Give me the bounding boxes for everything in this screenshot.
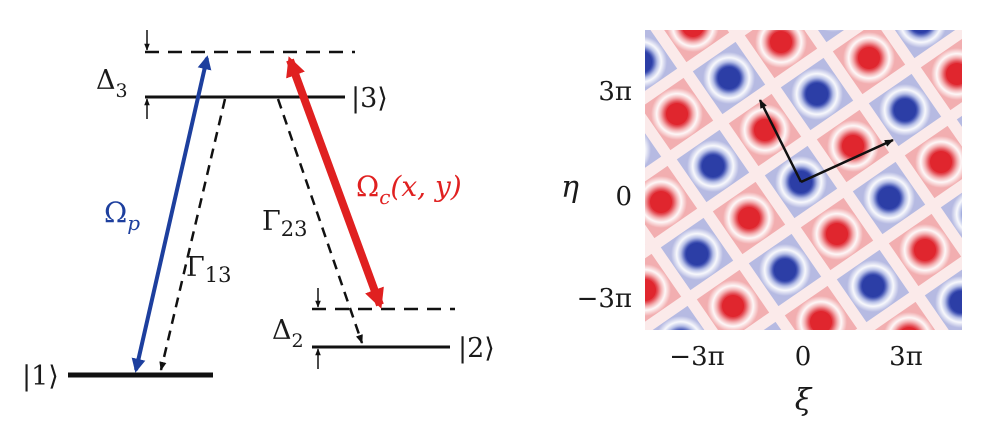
lattice-spot-negative — [935, 276, 962, 328]
lattice-core-negative — [862, 275, 884, 297]
lattice-spot-negative — [983, 12, 1000, 64]
x-tick-mid: 0 — [795, 342, 812, 372]
lattice-plot: 3π 0 −3π η −3π 0 3π ξ — [561, 0, 1000, 418]
lattice-core-negative — [598, 227, 620, 249]
state-2-label: |2⟩ — [458, 333, 495, 364]
lattice-core-negative — [645, 51, 652, 73]
y-tick-top: 3π — [598, 77, 632, 107]
lattice-core-positive — [682, 30, 704, 37]
x-tick-right: 3π — [889, 342, 923, 372]
lattice-core-negative — [718, 67, 740, 89]
decay-23-arrow — [276, 98, 364, 344]
lattice-core-positive — [594, 0, 616, 21]
lattice-spot-negative — [583, 212, 635, 264]
lattice-core-negative — [614, 139, 636, 161]
coupling-label: Ωc(x, y) — [356, 170, 462, 209]
lattice-cells — [569, 0, 1000, 414]
lattice-spot-negative — [719, 0, 771, 16]
lattice-core-positive — [650, 191, 672, 213]
lattice-core-negative — [894, 99, 916, 121]
level-diagram: |3⟩ |2⟩ |1⟩ Δ3 Δ2 Ωp Ωc(x, y) Γ13 Γ23 — [22, 30, 495, 392]
lattice-core-positive — [666, 103, 688, 125]
lattice-core-positive — [754, 119, 776, 141]
lattice-spot-negative — [896, 30, 946, 48]
probe-label: Ωp — [104, 196, 140, 235]
lattice-core-negative — [806, 83, 828, 105]
lattice-core-positive — [826, 223, 848, 245]
lattice-core-negative — [846, 363, 868, 385]
lattice-core-negative — [913, 30, 929, 33]
lattice-core-positive — [914, 239, 936, 261]
lattice-plaquette-negative — [956, 89, 962, 163]
lattice-spot-negative — [967, 100, 1000, 152]
lattice-core-negative — [950, 291, 962, 313]
lattice-spot-negative — [951, 192, 962, 236]
coupling-arrow — [286, 56, 384, 309]
lattice-spot-positive — [884, 312, 934, 330]
lattice-spot-negative — [831, 348, 883, 400]
lattice-plaquette-negative — [709, 0, 781, 26]
lattice-spot-negative — [657, 316, 705, 330]
y-tick-mid: 0 — [615, 182, 632, 212]
x-axis-label: ξ — [795, 383, 813, 418]
lattice-core-negative — [878, 187, 900, 209]
lattice-core-positive — [842, 135, 864, 157]
lattice-plaquette-positive — [569, 0, 641, 46]
lattice-vector-b — [800, 138, 894, 184]
x-tick-left: −3π — [669, 342, 724, 372]
lattice-plaquette-positive — [960, 317, 962, 330]
y-tick-bottom: −3π — [577, 284, 632, 314]
lattice-plaquette-negative — [821, 338, 893, 410]
decay-13-arrow — [159, 98, 227, 371]
lattice-spot-positive — [971, 328, 1000, 380]
lattice-core-positive — [930, 151, 952, 173]
lattice-core-negative — [966, 203, 988, 225]
lattice-plaquette-negative — [645, 201, 646, 275]
lattice-core-positive — [810, 311, 832, 330]
lattice-spot-negative — [823, 30, 843, 32]
decay-23-label: Γ23 — [262, 206, 307, 241]
lattice-core-negative — [982, 115, 1000, 137]
lattice-core-positive — [986, 343, 1000, 365]
lattice-spot-positive — [947, 0, 999, 12]
lattice-spot-positive — [645, 264, 671, 316]
lattice-core-positive — [858, 47, 880, 69]
lattice-spot-positive — [579, 0, 631, 36]
delta2-label: Δ2 — [272, 315, 304, 352]
lattice-core-negative — [822, 0, 844, 17]
lattice-spot-negative — [645, 36, 667, 88]
lattice-core-positive — [645, 279, 656, 301]
lattice-core-positive — [722, 295, 744, 317]
lattice-spot-negative — [645, 133, 651, 167]
lattice-core-positive — [738, 207, 760, 229]
lattice-plaquette-positive — [937, 0, 1000, 22]
state-1-label: |1⟩ — [22, 361, 59, 392]
delta3-label: Δ3 — [96, 65, 128, 102]
lattice-vector-a — [758, 99, 803, 183]
lattice-core-negative — [734, 0, 756, 1]
lattice-spot-positive — [667, 30, 719, 52]
lattice-core-negative — [686, 243, 708, 265]
lattice-core-negative — [758, 347, 780, 369]
lattice-spot-positive — [603, 352, 655, 404]
y-axis-label: η — [561, 170, 579, 205]
lattice-core-positive — [618, 367, 640, 389]
lattice-plaquette-positive — [593, 342, 665, 414]
state-3-label: |3⟩ — [351, 83, 388, 114]
probe-arrow — [131, 55, 212, 373]
lattice-core-positive — [901, 327, 917, 330]
lattice-core-positive — [770, 31, 792, 53]
decay-13-label: Γ13 — [186, 252, 231, 287]
lattice-spot-negative — [743, 332, 795, 384]
lattice-core-negative — [774, 259, 796, 281]
lattice-core-positive — [946, 63, 962, 85]
lattice-plaquette-negative — [973, 2, 1000, 74]
lattice-core-negative — [702, 155, 724, 177]
